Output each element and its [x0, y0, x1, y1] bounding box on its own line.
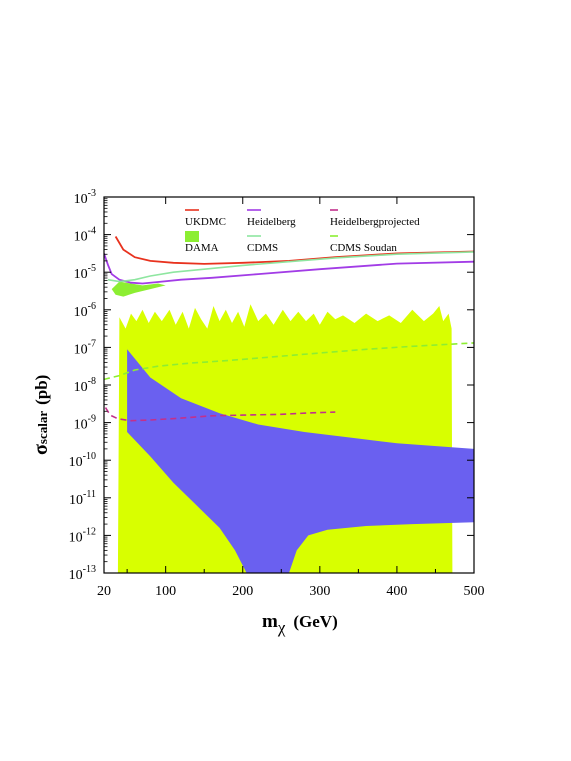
- legend-label-dama: DAMA: [185, 242, 219, 254]
- curve-heidelbergprojected: [104, 407, 336, 422]
- y-tick-label: 10-13: [69, 564, 96, 583]
- limit-curves: [104, 236, 474, 422]
- legend-label-cdms-soudan: CDMS Soudan: [330, 242, 397, 254]
- y-axis-title: σscalar (pb): [30, 375, 52, 455]
- filled-regions: [111, 281, 474, 573]
- legend-label-heidelberg: Heidelberg: [247, 216, 296, 228]
- legend-label-ukdmc: UKDMC: [185, 216, 226, 228]
- legend-label-cdms: CDMS: [247, 242, 278, 254]
- curve-ukdmc: [114, 236, 474, 265]
- y-tick-label: 10-3: [74, 188, 96, 207]
- y-tick-label: 10-5: [74, 263, 96, 282]
- axis-ticks: 20 100 200 300 400 500 10-3 10-4 10-5 10-6 10-7 10-…: [69, 188, 485, 599]
- y-tick-label: 10-4: [74, 226, 96, 245]
- legend-swatch-dama: [185, 231, 199, 242]
- y-axis-title-sub: scalar: [35, 411, 50, 444]
- x-tick-label: 500: [464, 584, 485, 599]
- y-tick-label: 10-8: [74, 376, 96, 395]
- x-tick-label: 100: [155, 584, 176, 599]
- y-tick-label: 10-10: [69, 451, 96, 470]
- blue-region: [127, 349, 474, 573]
- y-tick-label: 10-11: [69, 489, 96, 508]
- x-tick-label: 200: [232, 584, 253, 599]
- x-axis-title-main: m: [262, 611, 278, 632]
- curve-cdms: [107, 251, 474, 283]
- y-axis-title-main: σ: [30, 444, 52, 455]
- curve-cdms-soudan: [104, 342, 474, 381]
- x-tick-label: 20: [97, 584, 111, 599]
- y-axis-title-unit: (pb): [32, 375, 51, 405]
- x-axis-title-sub: χ: [277, 618, 286, 637]
- legend-label-heidelbergprojected: Heidelbergprojected: [330, 216, 420, 228]
- curve-heidelberg: [104, 253, 474, 285]
- y-tick-label: 10-7: [74, 338, 96, 357]
- y-tick-label: 10-6: [74, 301, 96, 320]
- x-axis-title: mχ (GeV): [262, 611, 338, 637]
- dama-region: [111, 281, 170, 297]
- x-tick-label: 300: [309, 584, 330, 599]
- x-tick-label: 400: [386, 584, 407, 599]
- legend: UKDMC Heidelberg Heidelbergprojected DAMA CD…: [185, 209, 420, 254]
- x-axis-title-unit: (GeV): [293, 612, 337, 631]
- y-tick-label: 10-12: [69, 526, 96, 545]
- y-tick-label: 10-9: [74, 414, 96, 433]
